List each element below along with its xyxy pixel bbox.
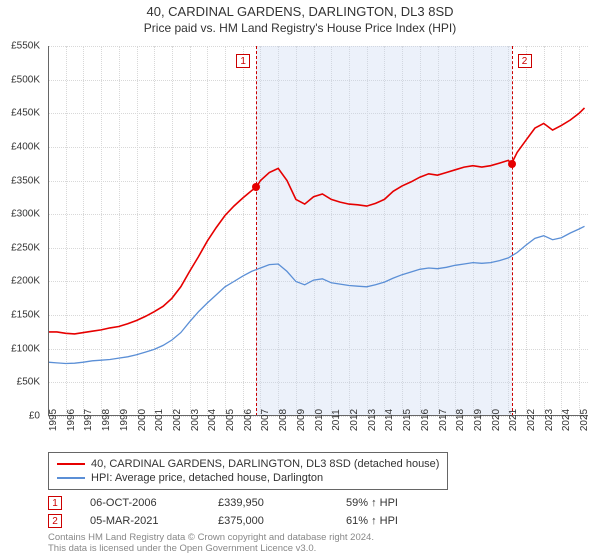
- x-tick-label: 2011: [331, 409, 342, 431]
- sales-table: 1 06-OCT-2006 £339,950 59% ↑ HPI 2 05-MAR-202…: [48, 494, 456, 530]
- x-tick-label: 1995: [48, 409, 59, 431]
- x-tick-label: 2021: [508, 409, 519, 431]
- x-tick-label: 2012: [349, 409, 360, 431]
- sales-date: 06-OCT-2006: [90, 497, 200, 509]
- sales-price: £375,000: [218, 515, 328, 527]
- footer-note: Contains HM Land Registry data © Crown c…: [48, 532, 374, 555]
- legend: 40, CARDINAL GARDENS, DARLINGTON, DL3 8S…: [48, 452, 448, 490]
- x-tick-label: 2004: [207, 409, 218, 431]
- y-tick-label: £150K: [11, 310, 40, 321]
- y-tick-label: £450K: [11, 108, 40, 119]
- y-tick-label: £350K: [11, 175, 40, 186]
- x-tick-label: 2022: [526, 409, 537, 431]
- x-tick-label: 2000: [137, 409, 148, 431]
- chart-subtitle: Price paid vs. HM Land Registry's House …: [0, 21, 600, 35]
- x-tick-label: 1997: [83, 409, 94, 431]
- sales-price: £339,950: [218, 497, 328, 509]
- x-tick-label: 2005: [225, 409, 236, 431]
- y-tick-label: £100K: [11, 343, 40, 354]
- footer-line-1: Contains HM Land Registry data © Crown c…: [48, 532, 374, 543]
- sale-dot: [508, 160, 516, 168]
- x-tick-label: 1999: [119, 409, 130, 431]
- x-tick-label: 2020: [491, 409, 502, 431]
- y-tick-label: £50K: [17, 377, 40, 388]
- x-tick-label: 2001: [154, 409, 165, 431]
- chart-container: 40, CARDINAL GARDENS, DARLINGTON, DL3 8S…: [0, 0, 600, 560]
- x-tick-label: 2019: [473, 409, 484, 431]
- x-tick-label: 2013: [367, 409, 378, 431]
- x-tick-label: 2025: [579, 409, 590, 431]
- x-tick-label: 2009: [296, 409, 307, 431]
- series-hpi: [48, 226, 585, 363]
- footer-line-2: This data is licensed under the Open Gov…: [48, 543, 374, 554]
- sales-badge: 1: [48, 496, 62, 510]
- legend-label: 40, CARDINAL GARDENS, DARLINGTON, DL3 8S…: [91, 458, 439, 470]
- x-tick-label: 2006: [243, 409, 254, 431]
- x-tick-label: 2002: [172, 409, 183, 431]
- x-tick-label: 2016: [420, 409, 431, 431]
- y-tick-label: £200K: [11, 276, 40, 287]
- x-tick-label: 2014: [384, 409, 395, 431]
- x-tick-label: 2003: [190, 409, 201, 431]
- sale-dot: [252, 183, 260, 191]
- sales-badge: 2: [48, 514, 62, 528]
- y-tick-label: £550K: [11, 41, 40, 52]
- sales-hpi: 61% ↑ HPI: [346, 515, 456, 527]
- series-property: [48, 108, 585, 334]
- y-tick-label: £250K: [11, 242, 40, 253]
- sales-row: 1 06-OCT-2006 £339,950 59% ↑ HPI: [48, 494, 456, 512]
- sales-row: 2 05-MAR-2021 £375,000 61% ↑ HPI: [48, 512, 456, 530]
- x-tick-label: 1996: [66, 409, 77, 431]
- x-tick-label: 2023: [544, 409, 555, 431]
- legend-row: HPI: Average price, detached house, Darl…: [57, 471, 439, 485]
- plot-area: 12: [48, 46, 588, 416]
- x-tick-label: 2015: [402, 409, 413, 431]
- y-tick-label: £400K: [11, 141, 40, 152]
- legend-swatch: [57, 463, 85, 465]
- legend-row: 40, CARDINAL GARDENS, DARLINGTON, DL3 8S…: [57, 457, 439, 471]
- x-tick-label: 2017: [438, 409, 449, 431]
- y-tick-label: £500K: [11, 74, 40, 85]
- x-tick-label: 2024: [561, 409, 572, 431]
- legend-label: HPI: Average price, detached house, Darl…: [91, 472, 323, 484]
- y-tick-label: £300K: [11, 209, 40, 220]
- y-tick-label: £0: [29, 411, 40, 422]
- x-axis: 1995199619971998199920002001200220032004…: [48, 416, 588, 446]
- title-block: 40, CARDINAL GARDENS, DARLINGTON, DL3 8S…: [0, 0, 600, 35]
- legend-swatch: [57, 477, 85, 479]
- x-tick-label: 2018: [455, 409, 466, 431]
- x-tick-label: 2010: [314, 409, 325, 431]
- x-tick-label: 1998: [101, 409, 112, 431]
- y-axis: £0£50K£100K£150K£200K£250K£300K£350K£400…: [0, 46, 44, 416]
- x-tick-label: 2008: [278, 409, 289, 431]
- sales-hpi: 59% ↑ HPI: [346, 497, 456, 509]
- x-tick-label: 2007: [260, 409, 271, 431]
- chart-title: 40, CARDINAL GARDENS, DARLINGTON, DL3 8S…: [0, 4, 600, 19]
- sales-date: 05-MAR-2021: [90, 515, 200, 527]
